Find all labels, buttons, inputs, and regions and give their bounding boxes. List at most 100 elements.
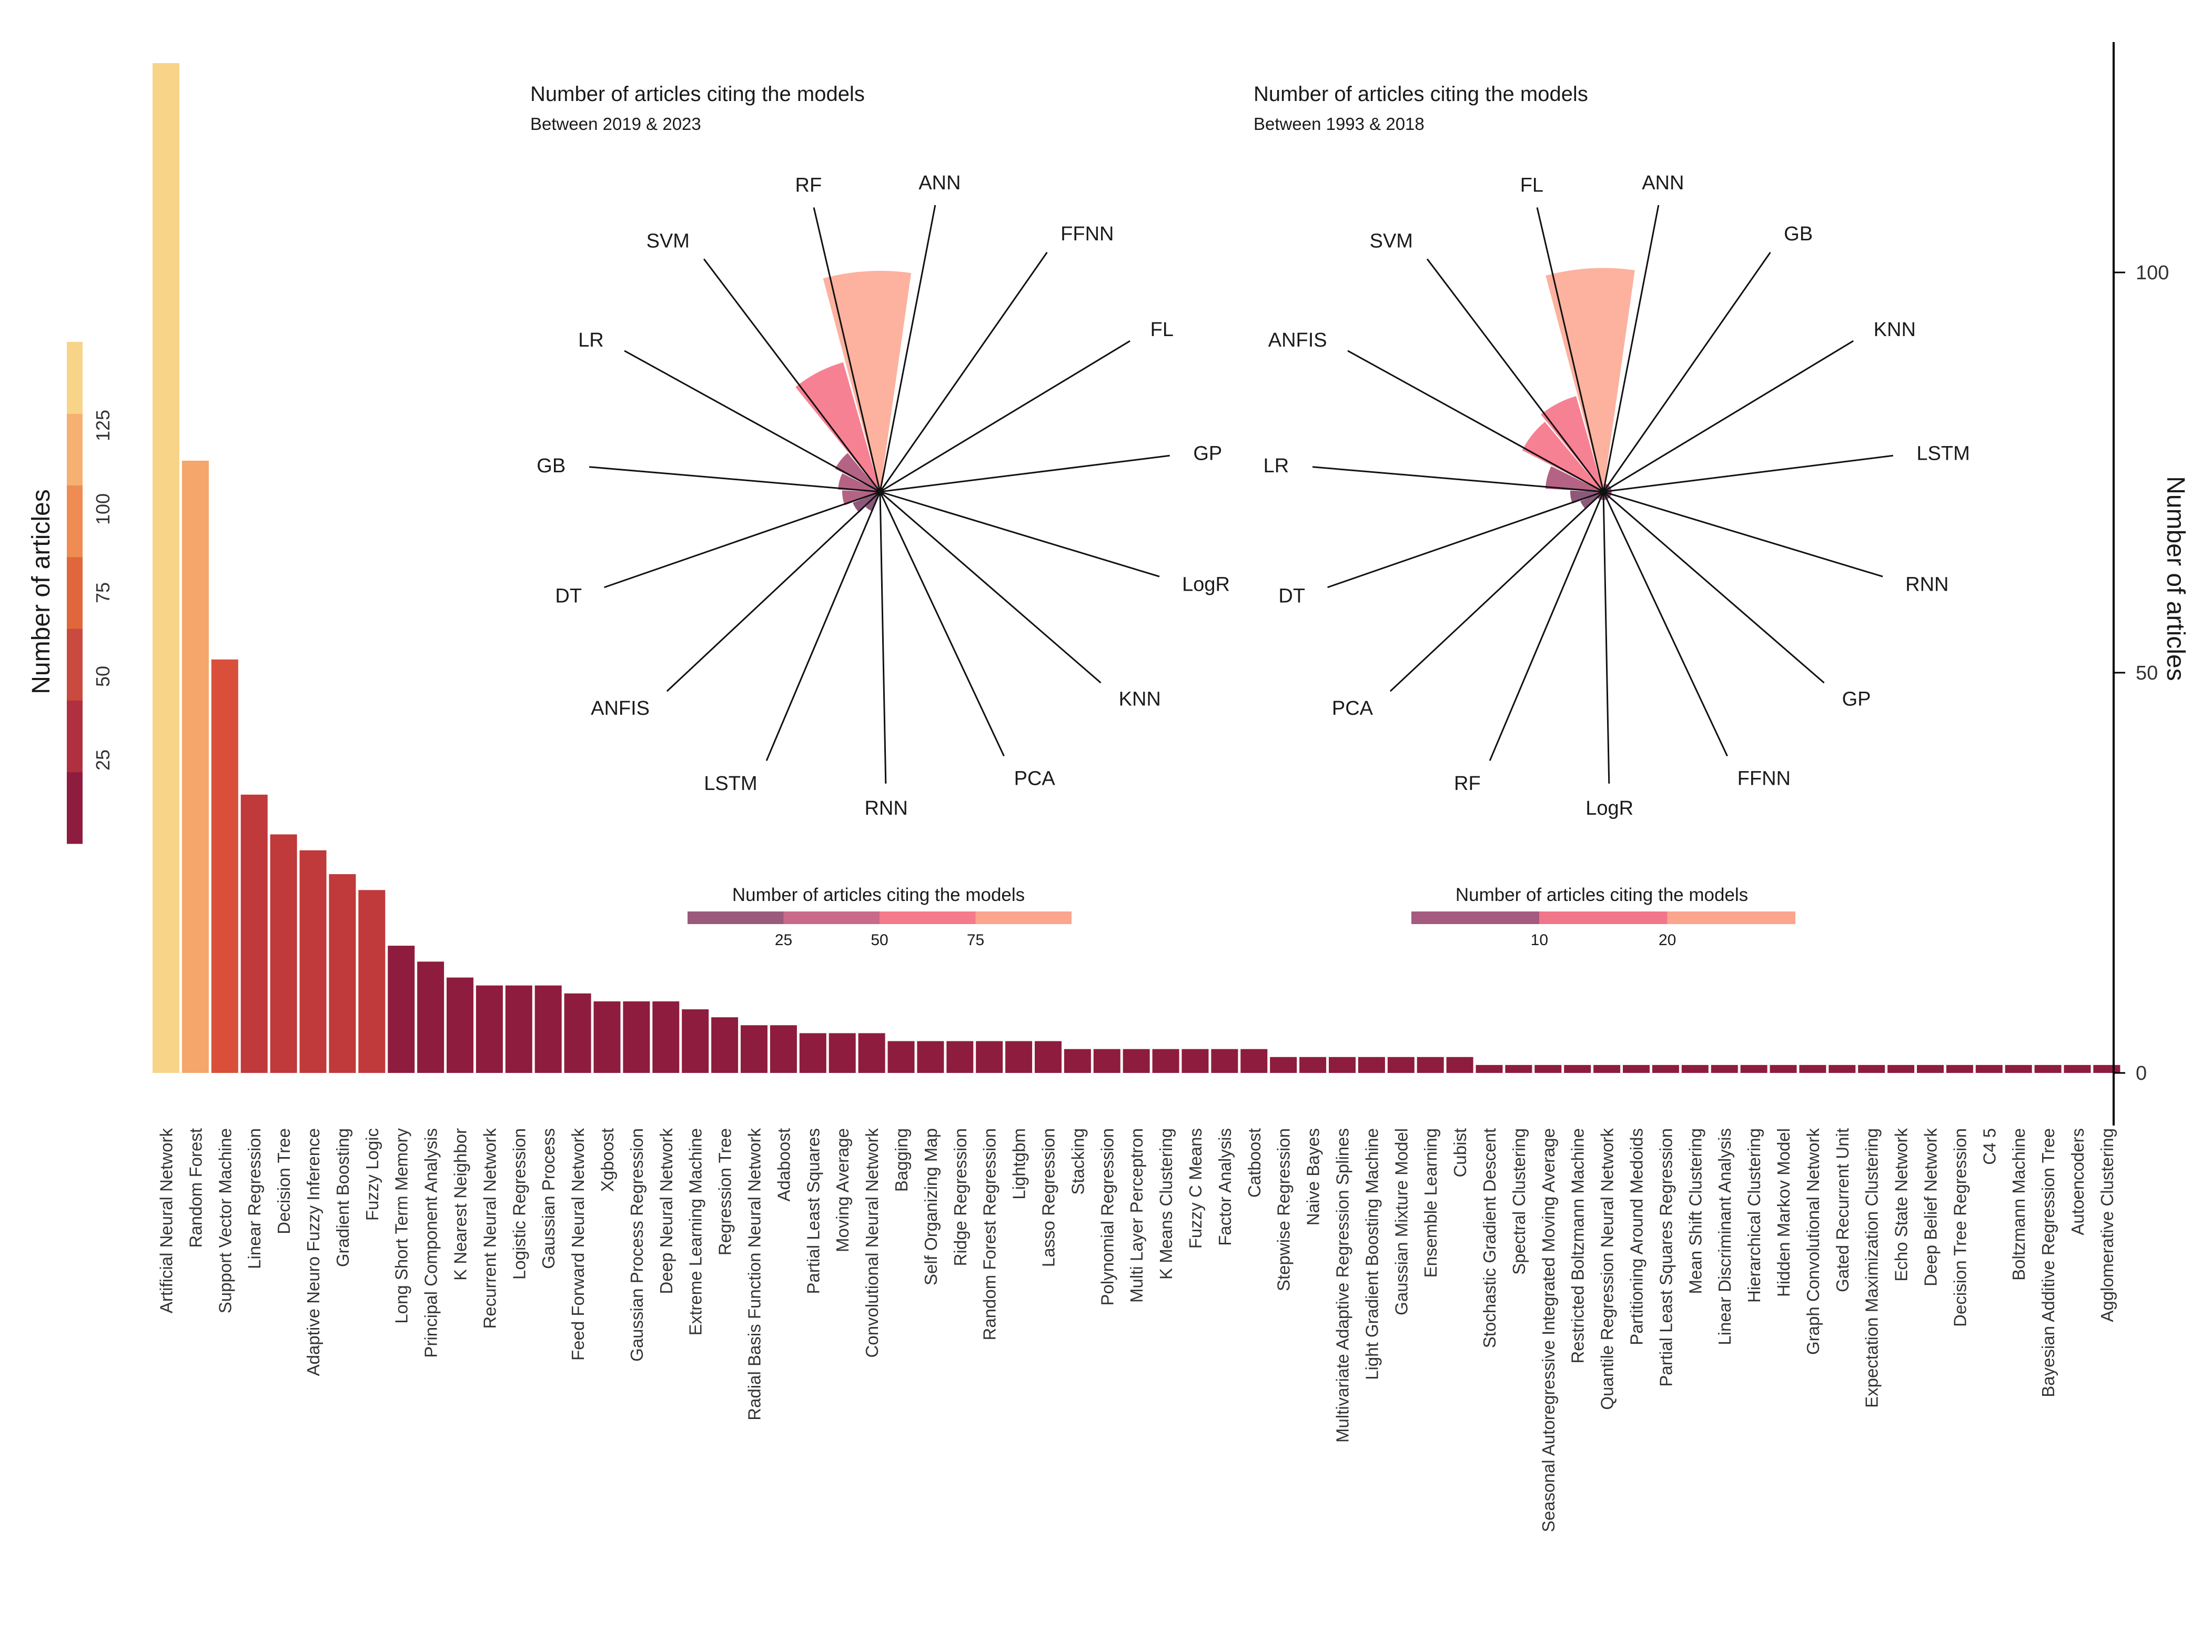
bar-44 xyxy=(1446,1057,1473,1073)
x-tick-label-9: Principal Component Analysis xyxy=(421,1128,441,1358)
polar-1-spoke-9 xyxy=(666,491,881,692)
bar-56 xyxy=(1799,1065,1826,1073)
x-tick-label-33: Multi Layer Perceptron xyxy=(1127,1128,1146,1303)
polar-2-label-13: SVM xyxy=(1370,230,1413,252)
x-tick-label-49: Quantile Regression Neural Network xyxy=(1598,1128,1617,1410)
x-tick-label-17: Deep Neural Network xyxy=(656,1128,676,1294)
polar-1-spoke-7 xyxy=(879,491,887,784)
bar-4 xyxy=(270,834,297,1073)
x-tick-label-15: Xgboost xyxy=(598,1128,617,1192)
polar-1-spoke-4 xyxy=(880,491,1160,577)
x-tick-label-28: Random Forest Regression xyxy=(980,1128,999,1341)
bar-7 xyxy=(358,890,386,1073)
x-tick-label-31: Stacking xyxy=(1068,1128,1087,1195)
colorbar-segment-4 xyxy=(67,485,83,558)
bar-1 xyxy=(181,460,209,1073)
polar-1-spoke-12 xyxy=(624,350,881,493)
polar-2-label-11: LR xyxy=(1264,455,1289,477)
x-tick-label-35: Fuzzy C Means xyxy=(1186,1128,1205,1249)
polar-2-label-3: LSTM xyxy=(1916,443,1969,465)
polar-1-spoke-0 xyxy=(879,205,936,492)
x-tick-label-19: Regression Tree xyxy=(715,1128,735,1255)
x-tick-label-48: Restricted Boltzmann Machine xyxy=(1568,1128,1588,1364)
bar-29 xyxy=(1005,1041,1033,1073)
x-tick-label-39: Naive Bayes xyxy=(1304,1128,1323,1225)
x-tick-label-64: Bayesian Additive Regression Tree xyxy=(2038,1128,2058,1397)
bar-2 xyxy=(211,659,238,1073)
polar-2-spoke-2 xyxy=(1603,340,1854,493)
polar-2-wedge-0 xyxy=(1546,268,1635,492)
bar-65 xyxy=(2064,1065,2091,1073)
polar-1-spoke-2 xyxy=(880,340,1130,493)
colorbar-ticks: 25 50 75 100 125 xyxy=(92,410,114,771)
polar-1-spoke-5 xyxy=(880,491,1102,684)
polar-2-spoke-12 xyxy=(1347,350,1604,493)
bar-17 xyxy=(652,1001,680,1073)
bar-62 xyxy=(1975,1065,2003,1073)
polar-1-spoke-3 xyxy=(880,454,1170,493)
polar-1-title: Number of articles citing the models xyxy=(530,83,865,106)
polar-2-label-4: RNN xyxy=(1905,573,1948,595)
polar-2-spoke-1 xyxy=(1602,251,1771,492)
polar-2-spoke-13 xyxy=(1426,258,1604,492)
x-tick-label-55: Hidden Markov Model xyxy=(1774,1128,1793,1297)
polar-2-spoke-10 xyxy=(1327,491,1604,589)
polar-1-wedge-12 xyxy=(838,473,880,492)
bar-30 xyxy=(1035,1041,1062,1073)
polar-1-spoke-13 xyxy=(703,258,881,492)
polar-1-wedge-13 xyxy=(835,453,880,492)
colorbar-segment-3 xyxy=(67,556,83,629)
x-tick-label-4: Decision Tree xyxy=(274,1128,294,1234)
x-tick-label-57: Gated Recurrent Unit xyxy=(1833,1128,1852,1292)
polar-1-wedge-14 xyxy=(795,362,880,492)
x-tick-label-11: Recurrent Neural Network xyxy=(480,1128,499,1329)
bar-25 xyxy=(887,1041,915,1073)
x-tick-label-30: Lasso Regression xyxy=(1039,1128,1058,1267)
bar-20 xyxy=(741,1025,767,1073)
right-tick-label-0: 0 xyxy=(2136,1062,2147,1085)
x-tick-label-54: Hierarchical Clustering xyxy=(1744,1128,1764,1303)
bar-33 xyxy=(1123,1049,1150,1073)
bar-58 xyxy=(1858,1065,1885,1073)
x-tick-label-52: Mean Shift Clustering xyxy=(1685,1128,1705,1294)
polar-2-legend-tick-0: 10 xyxy=(1531,931,1548,949)
bar-32 xyxy=(1093,1049,1120,1073)
polar-1-wedge-10 xyxy=(853,492,880,513)
x-tick-label-53: Linear Discriminant Analysis xyxy=(1715,1128,1734,1345)
polar-1-spoke-14 xyxy=(813,207,881,492)
polar-2-spokes xyxy=(1312,205,1893,784)
bar-5 xyxy=(299,850,327,1073)
x-tick-label-45: Stochastic Gradient Descent xyxy=(1480,1128,1499,1348)
bar-12 xyxy=(505,985,532,1073)
bar-23 xyxy=(829,1033,856,1073)
polar-1-label-5: KNN xyxy=(1119,688,1161,711)
polar-2-wedge-12 xyxy=(1545,466,1603,492)
polar-2-spoke-14 xyxy=(1536,207,1604,492)
bar-39 xyxy=(1299,1057,1327,1073)
x-tick-label-0: Artificial Neural Network xyxy=(157,1128,176,1314)
bar-31 xyxy=(1064,1049,1091,1073)
x-tick-label-60: Deep Belief Network xyxy=(1921,1128,1941,1286)
polar-1-spoke-1 xyxy=(879,251,1048,492)
x-tick-label-41: Light Gradient Boosting Machine xyxy=(1362,1128,1381,1380)
polar-1-legend: Number of articles citing the models 25 5… xyxy=(688,885,1072,949)
x-tick-label-25: Bagging xyxy=(892,1128,911,1192)
bar-38 xyxy=(1270,1057,1297,1073)
colorbar: 25 50 75 100 125 Number of articles xyxy=(27,342,114,844)
bar-8 xyxy=(388,946,415,1073)
polar-1-label-4: LogR xyxy=(1182,573,1230,595)
bar-15 xyxy=(593,1001,621,1073)
x-tick-label-12: Logistic Regression xyxy=(509,1128,529,1280)
polar-2-label-9: PCA xyxy=(1332,697,1373,719)
polar-2-wedge-13 xyxy=(1522,422,1603,492)
polar-1-labels: ANN FFNN FL GP LogR KNN PCA RNN LSTM ANFIS DT GB LR S… xyxy=(537,172,1230,819)
polar-1-label-0: ANN xyxy=(918,172,961,194)
x-tick-label-13: Gaussian Process xyxy=(539,1128,558,1269)
x-tick-label-22: Partial Least Squares xyxy=(803,1128,823,1294)
x-tick-label-3: Linear Regression xyxy=(245,1128,264,1269)
bar-64 xyxy=(2034,1065,2062,1073)
polar-2-label-6: FFNN xyxy=(1738,767,1791,789)
x-tick-label-7: Fuzzy Logic xyxy=(362,1128,382,1221)
polar-1-label-13: SVM xyxy=(647,230,690,252)
bar-53 xyxy=(1711,1065,1738,1073)
